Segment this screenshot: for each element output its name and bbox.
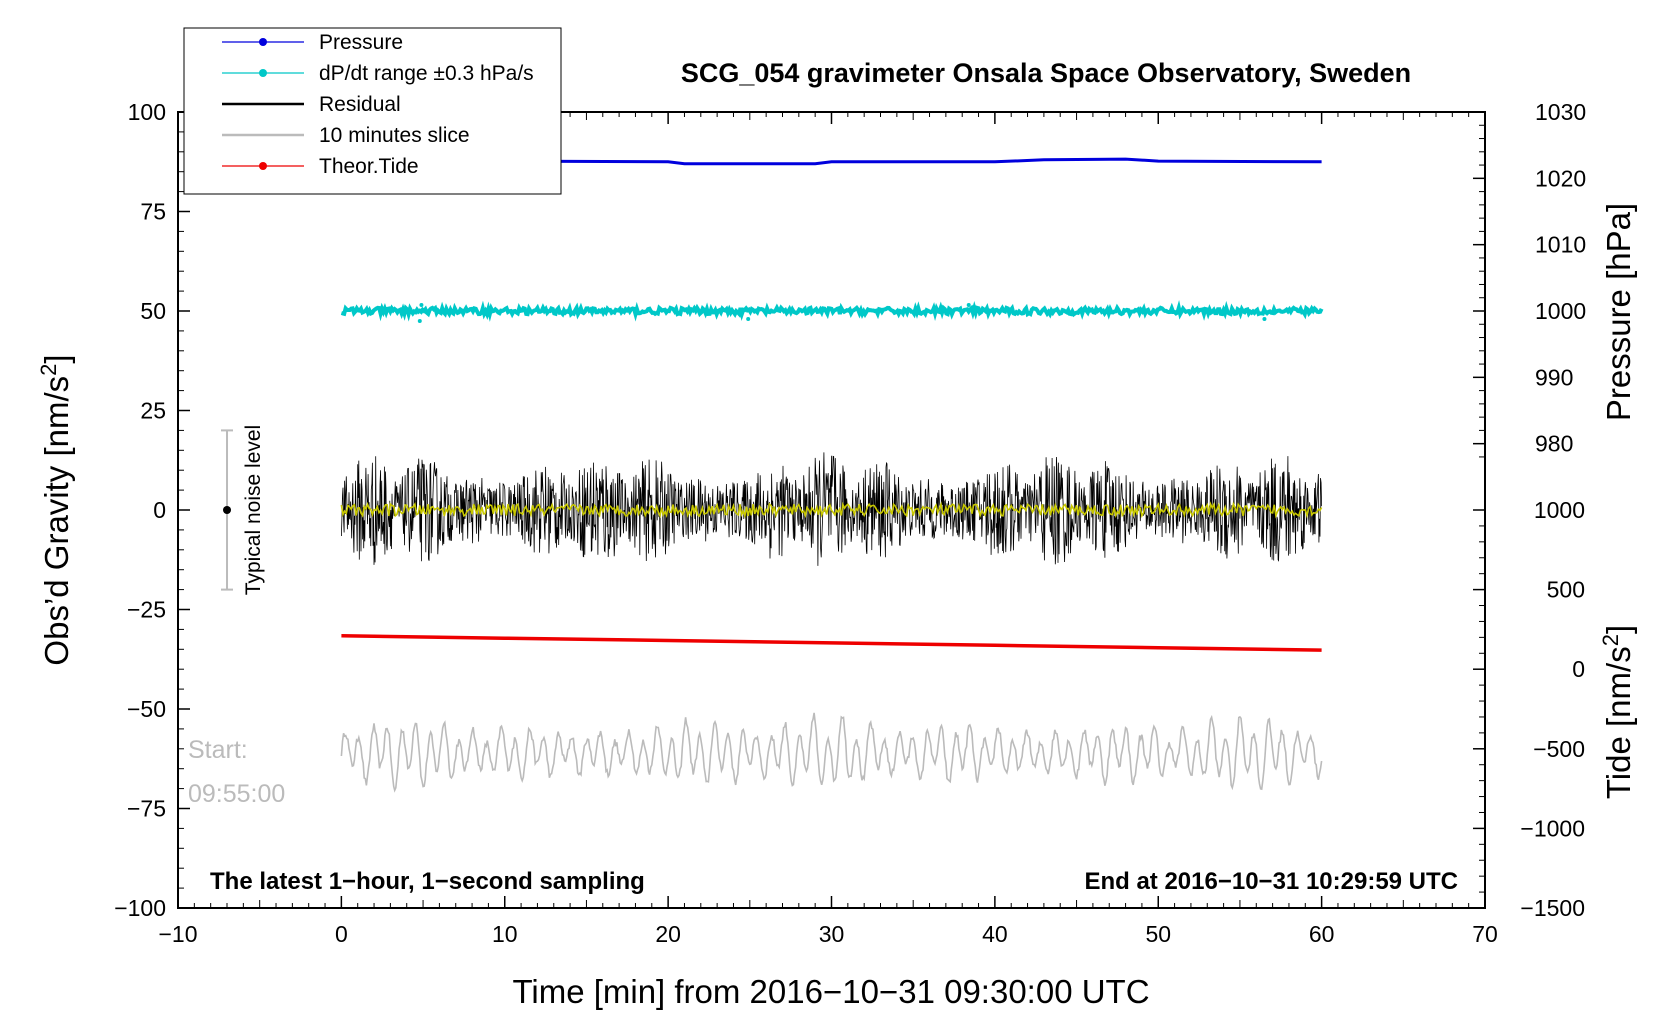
x-tick-label: 70 — [1472, 921, 1498, 947]
tide-tick-label: −1000 — [1520, 815, 1585, 841]
y-tick-label: 75 — [140, 199, 166, 225]
pressure-tick-label: 1000 — [1535, 298, 1586, 324]
x-tick-label: 50 — [1145, 921, 1171, 947]
y-tick-label: −100 — [114, 895, 166, 921]
legend-label: Theor.Tide — [319, 155, 419, 178]
series-pressure — [341, 157, 1322, 166]
series-residual — [341, 452, 1322, 566]
dpdt-outlier — [1262, 316, 1267, 321]
pressure-tick-label: 1010 — [1535, 232, 1586, 258]
tide-tick-label: 1000 — [1534, 497, 1585, 523]
series-residual-mean — [340, 501, 1323, 519]
noise-bar-label: Typical noise level — [242, 425, 265, 595]
pressure-tick-label: 990 — [1535, 364, 1573, 390]
y-tick-label: 50 — [140, 298, 166, 324]
y-axis-title-tide-sup: 2 — [1598, 634, 1623, 646]
pressure-tick-label: 1020 — [1535, 165, 1586, 191]
series-10-minutes-slice — [340, 712, 1323, 793]
y-tick-label: −25 — [127, 597, 166, 623]
pressure-tick-label: 980 — [1535, 431, 1573, 457]
bottom-left-note: The latest 1−hour, 1−second sampling — [210, 868, 645, 895]
noise-bar-center — [223, 506, 232, 514]
x-tick-label: 10 — [492, 921, 518, 947]
dpdt-outlier — [419, 303, 424, 308]
legend-label: dP/dt range ±0.3 hPa/s — [319, 62, 534, 85]
y-axis-title-left: Obs’d Gravity [nm/s2] — [36, 354, 75, 665]
x-axis-ticks: −10 0 10 20 30 40 50 60 70 — [158, 112, 1498, 947]
y-tick-label: 0 — [153, 497, 166, 523]
start-label: Start: — [188, 736, 248, 764]
typical-noise-bar — [221, 429, 234, 591]
residual-line — [341, 452, 1322, 566]
legend: Pressure dP/dt range ±0.3 hPa/s Residual 10… — [183, 27, 562, 195]
x-tick-label: 20 — [655, 921, 681, 947]
x-axis-title: Time [min] from 2016−10−31 09:30:00 UTC — [512, 973, 1149, 1010]
y-tick-label: −75 — [127, 796, 166, 822]
legend-label: Pressure — [319, 31, 403, 54]
x-tick-label: −10 — [158, 921, 197, 947]
dpdt-band — [340, 299, 1324, 322]
legend-marker — [259, 69, 267, 77]
start-time: 09:55:00 — [188, 780, 285, 808]
pressure-line — [341, 157, 1322, 166]
y-axis-ticks-pressure: 1030 1020 1010 1000 990 980 — [1473, 99, 1586, 458]
y-axis-title-tide-end: ] — [1600, 625, 1637, 634]
x-tick-label: 30 — [819, 921, 845, 947]
legend-marker — [259, 38, 267, 46]
y-axis-title-tide: Tide [nm/s2] — [1598, 625, 1637, 799]
tide-tick-label: 500 — [1547, 577, 1585, 603]
tide-tick-label: −1500 — [1520, 895, 1585, 921]
y-axis-ticks-tide: 1000 500 0 −500 −1000 −1500 — [1473, 497, 1585, 921]
legend-label: Residual — [319, 93, 401, 116]
series-theor-tide — [341, 634, 1322, 652]
x-tick-label: 60 — [1309, 921, 1335, 947]
y-axis-title-left-sup: 2 — [36, 364, 61, 376]
y-tick-label: −50 — [127, 696, 166, 722]
tide-line — [341, 634, 1322, 652]
x-tick-label: 0 — [335, 921, 348, 947]
y-axis-title-tide-main: Tide [nm/s — [1600, 646, 1637, 799]
dpdt-outlier — [746, 316, 751, 321]
y-axis-title-left-end: ] — [38, 354, 75, 363]
y-tick-label: 100 — [128, 99, 166, 125]
dpdt-outlier — [417, 318, 422, 323]
y-axis-title-left-main: Obs’d Gravity [nm/s — [38, 376, 75, 666]
tide-tick-label: −500 — [1533, 736, 1585, 762]
y-tick-label: 25 — [140, 398, 166, 424]
legend-marker — [259, 162, 267, 170]
chart-title: SCG_054 gravimeter Onsala Space Observat… — [681, 58, 1411, 88]
series-dpdt-range — [340, 299, 1324, 323]
residual-mean-line — [340, 501, 1323, 519]
bottom-right-note: End at 2016−10−31 10:29:59 UTC — [1084, 868, 1458, 895]
y-axis-ticks-left: 100 75 50 25 0 −25 −50 −75 −100 — [114, 99, 190, 921]
slice-line — [340, 712, 1323, 793]
y-axis-title-pressure: Pressure [hPa] — [1600, 203, 1637, 421]
pressure-tick-label: 1030 — [1535, 99, 1586, 125]
tide-tick-label: 0 — [1572, 656, 1585, 682]
x-tick-label: 40 — [982, 921, 1008, 947]
dpdt-outlier — [966, 303, 971, 308]
legend-label: 10 minutes slice — [319, 124, 470, 147]
